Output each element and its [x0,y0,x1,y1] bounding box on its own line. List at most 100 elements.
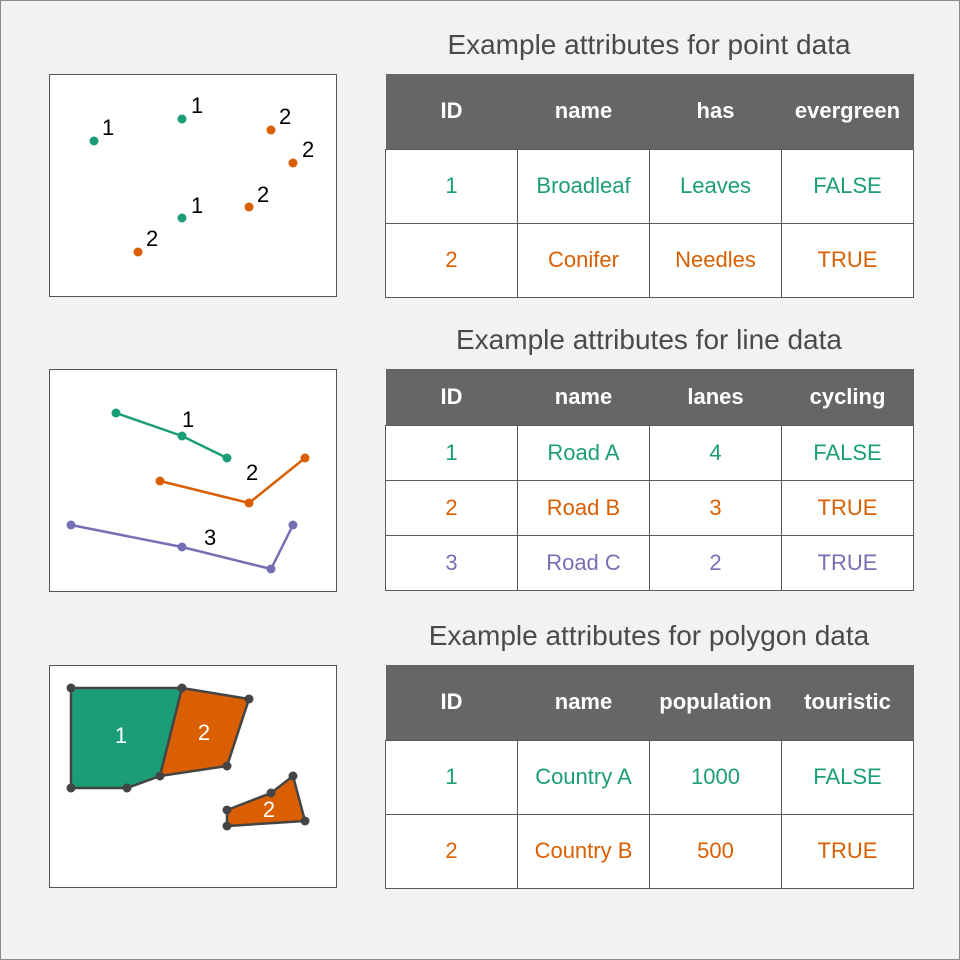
point-label: 2 [302,137,314,162]
column-header: population [649,665,782,740]
cell-lanes: 4 [649,424,782,481]
polygon-vertex [66,683,76,693]
point-label: 2 [146,226,158,251]
column-header: ID [385,74,518,149]
polygon-vertex [300,816,310,826]
line-vertex [155,476,165,486]
table-header-row: ID name has evergreen [385,74,914,149]
cell-name: Road A [517,424,650,481]
cell-id: 3 [385,534,518,591]
polygon-label: 1 [115,723,127,748]
cell-id: 2 [385,813,518,889]
cell-cycling: TRUE [781,534,914,591]
polygon-vertex [266,788,276,798]
column-header: ID [385,369,518,425]
column-header: name [517,665,650,740]
cell-cycling: FALSE [781,424,914,481]
polygon-vertex [122,783,132,793]
table-row: 3 Road C 2 TRUE [385,534,914,591]
cell-name: Broadleaf [517,148,650,224]
point-feature-2 [244,202,254,212]
cell-name: Conifer [517,222,650,298]
point-label: 1 [191,193,203,218]
column-header: has [649,74,782,149]
table-header-row: ID name population touristic [385,665,914,740]
cell-name: Road C [517,534,650,591]
point-feature-1 [89,136,99,146]
polygon-vertex [222,761,232,771]
cell-touristic: FALSE [781,739,914,815]
table-row: 2 Road B 3 TRUE [385,479,914,536]
cell-has: Needles [649,222,782,298]
cell-name: Country A [517,739,650,815]
point-feature-2 [266,125,276,135]
line-vertex [288,520,298,530]
line-feature-3 [70,523,295,571]
cell-id: 2 [385,479,518,536]
line-section-title: Example attributes for line data [456,324,842,355]
point-feature-2 [288,158,298,168]
cell-id: 1 [385,424,518,481]
cell-evergreen: TRUE [781,222,914,298]
line-label: 2 [246,460,258,485]
cell-name: Road B [517,479,650,536]
polygon-vertex [244,694,254,704]
column-header: touristic [781,665,914,740]
table-row: 1 Broadleaf Leaves FALSE [385,148,914,224]
point-label: 1 [102,115,114,140]
column-header: name [517,369,650,425]
cell-evergreen: FALSE [781,148,914,224]
point-map: 1 1 2 2 1 2 2 [89,93,314,257]
line-label: 1 [182,407,194,432]
point-feature-2 [133,247,143,257]
line-feature-2 [159,457,306,505]
line-map-panel: 1 2 3 [49,369,337,592]
polygon-vertex [177,683,187,693]
cell-lanes: 2 [649,534,782,591]
line-vertex [111,408,121,418]
table-row: 1 Country A 1000 FALSE [385,739,914,815]
point-map-panel: 1 1 2 2 1 2 2 [49,74,337,297]
polygon-feature-1 [69,686,184,790]
line-vertex [66,520,76,530]
line-vertex [300,453,310,463]
polygon-section-title: Example attributes for polygon data [428,620,870,651]
line-vertex [244,498,254,508]
cell-population: 1000 [649,739,782,815]
point-feature-1 [177,114,187,124]
cell-population: 500 [649,813,782,889]
polygon-vertex [222,805,232,815]
cell-id: 1 [385,148,518,224]
point-section-title: Example attributes for point data [447,29,851,60]
polygon-map-panel: 1 2 2 [49,665,337,888]
point-feature-1 [177,213,187,223]
polygon-vertex [222,821,232,831]
table-row: 2 Conifer Needles TRUE [385,222,914,298]
table-row: 2 Country B 500 TRUE [385,813,914,889]
polygon-vertex [155,771,165,781]
point-label: 1 [191,93,203,118]
point-label: 2 [257,182,269,207]
cell-lanes: 3 [649,479,782,536]
cell-id: 1 [385,739,518,815]
cell-has: Leaves [649,148,782,224]
cell-id: 2 [385,222,518,298]
point-label: 2 [279,104,291,129]
polygon-vertex [288,771,298,781]
line-feature-1 [115,411,228,460]
line-vertex [177,431,187,441]
table-header-row: ID name lanes cycling [385,369,914,425]
line-vertex [266,564,276,574]
polygon-label: 2 [263,797,275,822]
column-header: cycling [781,369,914,425]
polygon-map: 1 2 2 [66,683,310,831]
line-label: 3 [204,525,216,550]
polygon-attribute-table: ID name population touristic 1 Country A… [385,665,914,889]
polygon-vertex [66,783,76,793]
polygon-label: 2 [198,720,210,745]
column-header: evergreen [781,74,914,149]
cell-cycling: TRUE [781,479,914,536]
cell-name: Country B [517,813,650,889]
line-vertex [177,542,187,552]
